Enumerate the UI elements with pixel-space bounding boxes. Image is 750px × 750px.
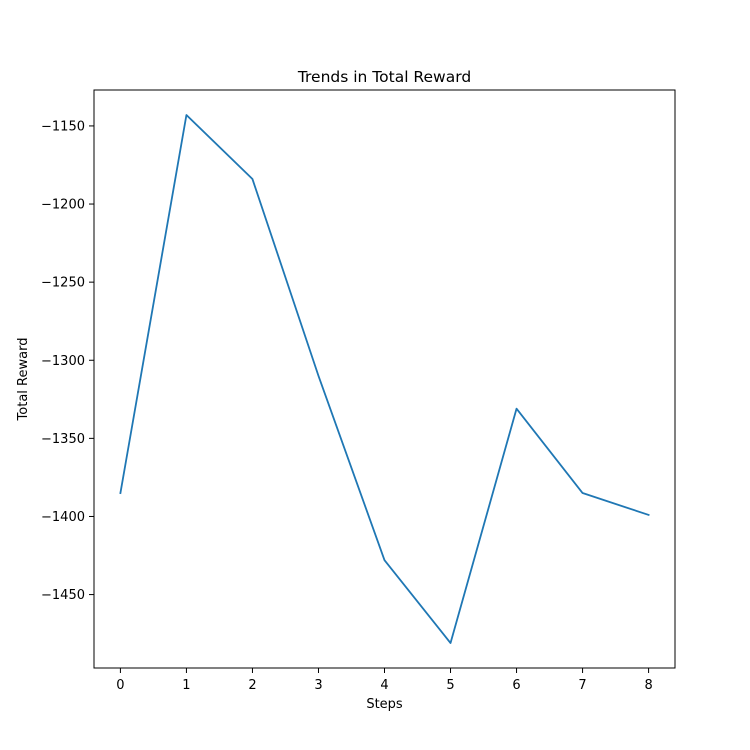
y-tick-label: −1450 [41, 588, 85, 603]
x-tick-label: 1 [182, 678, 190, 693]
y-tick-label: −1250 [41, 276, 85, 291]
plot-area: 0 1 2 3 4 5 6 7 8 −1450 −1400 −1350 −1300 −1250 −1200 −… [41, 114, 653, 693]
y-tick-label: −1200 [41, 198, 85, 213]
x-tick-label: 8 [644, 678, 652, 693]
x-tick-label: 7 [578, 678, 586, 693]
plot-frame [93, 89, 676, 669]
y-axis-label: Total Reward [16, 338, 31, 422]
x-tick-label: 0 [116, 678, 124, 693]
y-tick-label: −1350 [41, 432, 85, 447]
x-tick-label: 3 [314, 678, 322, 693]
y-tick-label: −1300 [41, 354, 85, 369]
x-axis-label: Steps [366, 697, 403, 712]
y-tick-label: −1150 [41, 119, 85, 134]
x-tick-label: 2 [248, 678, 256, 693]
series-line-0 [119, 114, 650, 644]
x-tick-label: 5 [446, 678, 454, 693]
chart-title: Trends in Total Reward [297, 68, 471, 86]
x-tick-label: 6 [512, 678, 520, 693]
x-tick-label: 4 [380, 678, 388, 693]
y-tick-label: −1400 [41, 510, 85, 525]
